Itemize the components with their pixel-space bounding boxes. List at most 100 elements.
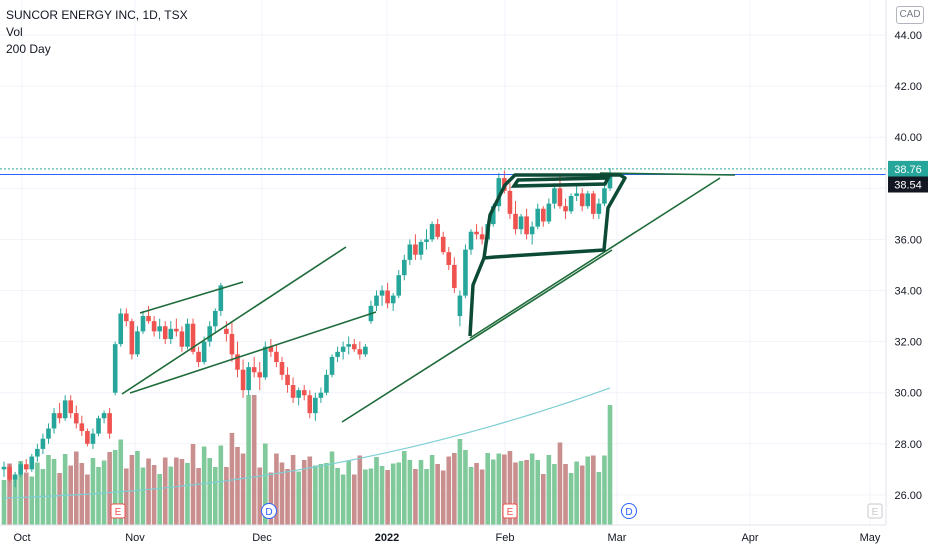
candle-body[interactable] (518, 216, 524, 230)
candle-body[interactable] (301, 390, 307, 396)
candle-body[interactable] (474, 231, 479, 235)
dividend-marker[interactable] (621, 503, 637, 519)
candle-body[interactable] (18, 464, 23, 475)
candle-body[interactable] (307, 395, 313, 414)
candle-body[interactable] (124, 313, 129, 322)
candle-body[interactable] (246, 367, 251, 391)
candle-body[interactable] (591, 193, 596, 214)
candle-body[interactable] (296, 390, 301, 398)
candle-body[interactable] (390, 295, 396, 304)
candle-body[interactable] (73, 413, 79, 424)
candle-body[interactable] (374, 295, 379, 306)
candle-body[interactable] (396, 275, 402, 296)
candle-body[interactable] (96, 418, 101, 434)
candle-body[interactable] (529, 226, 535, 235)
candle-body[interactable] (51, 413, 57, 429)
candle-body[interactable] (140, 316, 146, 332)
candle-body[interactable] (224, 328, 229, 334)
candle-body[interactable] (602, 188, 607, 204)
candle-body[interactable] (68, 400, 74, 414)
candle-body[interactable] (607, 172, 613, 189)
candle-body[interactable] (579, 193, 585, 207)
candle-body[interactable] (546, 203, 552, 222)
candle-body[interactable] (563, 206, 568, 212)
candle-body[interactable] (1, 466, 7, 470)
candle-body[interactable] (257, 372, 263, 378)
candle-body[interactable] (274, 351, 279, 363)
candle-body[interactable] (496, 178, 502, 207)
candle-body[interactable] (90, 433, 96, 444)
candle-body[interactable] (118, 313, 124, 345)
candle-body[interactable] (324, 374, 329, 393)
candle-body[interactable] (490, 206, 496, 225)
candle-body[interactable] (285, 374, 290, 386)
candle-body[interactable] (29, 456, 35, 470)
candle-body[interactable] (379, 290, 385, 296)
candle-body[interactable] (174, 328, 179, 332)
candle-body[interactable] (335, 351, 340, 357)
earnings-marker[interactable] (110, 503, 126, 519)
candle-body[interactable] (463, 249, 468, 296)
candle-body[interactable] (7, 466, 12, 480)
candle-body[interactable] (440, 236, 446, 253)
candle-body[interactable] (179, 331, 185, 347)
candle-body[interactable] (585, 193, 591, 207)
candle-body[interactable] (201, 341, 207, 363)
candle-body[interactable] (540, 208, 546, 222)
candle-body[interactable] (168, 328, 174, 340)
candle-body[interactable] (35, 448, 40, 457)
plot-area[interactable] (0, 0, 886, 525)
currency-badge[interactable]: CAD (896, 6, 924, 24)
candle-body[interactable] (574, 193, 579, 196)
candle-body[interactable] (596, 203, 602, 214)
candle-body[interactable] (429, 224, 435, 240)
candle-body[interactable] (313, 397, 318, 414)
candle-body[interactable] (535, 208, 541, 227)
candle-body[interactable] (85, 431, 90, 444)
candle-body[interactable] (12, 474, 18, 480)
candle-body[interactable] (479, 234, 485, 240)
candle-body[interactable] (268, 346, 274, 352)
candle-body[interactable] (185, 323, 190, 347)
candle-body[interactable] (229, 333, 235, 355)
candle-body[interactable] (40, 438, 46, 449)
candle-body[interactable] (146, 316, 151, 322)
candle-body[interactable] (557, 188, 563, 207)
candle-body[interactable] (401, 259, 407, 276)
candle-body[interactable] (468, 231, 474, 250)
dividend-marker[interactable] (261, 503, 277, 519)
candle-body[interactable] (57, 413, 62, 419)
candle-body[interactable] (385, 290, 390, 304)
candle-body[interactable] (162, 326, 168, 340)
candle-body[interactable] (340, 346, 346, 352)
candle-body[interactable] (62, 400, 68, 419)
candle-body[interactable] (157, 326, 162, 332)
candle-body[interactable] (446, 252, 452, 265)
candle-body[interactable] (363, 346, 368, 355)
candle-body[interactable] (107, 413, 112, 434)
candle-body[interactable] (418, 241, 424, 255)
candle-body[interactable] (552, 188, 557, 204)
candle-body[interactable] (151, 321, 157, 332)
candle-body[interactable] (135, 331, 140, 355)
candle-body[interactable] (218, 285, 224, 311)
candle-body[interactable] (79, 423, 85, 432)
candle-body[interactable] (329, 356, 335, 375)
candle-body[interactable] (196, 351, 201, 363)
candle-body[interactable] (263, 346, 268, 378)
candle-body[interactable] (46, 428, 51, 439)
candle-body[interactable] (407, 244, 413, 260)
candle-body[interactable] (112, 344, 118, 393)
candle-body[interactable] (457, 295, 463, 317)
candle-body[interactable] (357, 349, 363, 355)
candle-body[interactable] (235, 354, 240, 370)
candle-body[interactable] (346, 344, 351, 347)
candle-body[interactable] (23, 464, 29, 470)
candle-body[interactable] (524, 216, 529, 235)
candle-body[interactable] (190, 323, 196, 352)
earnings-marker[interactable] (867, 503, 883, 519)
candle-body[interactable] (251, 367, 257, 373)
candle-body[interactable] (279, 362, 285, 375)
candle-body[interactable] (351, 344, 357, 350)
